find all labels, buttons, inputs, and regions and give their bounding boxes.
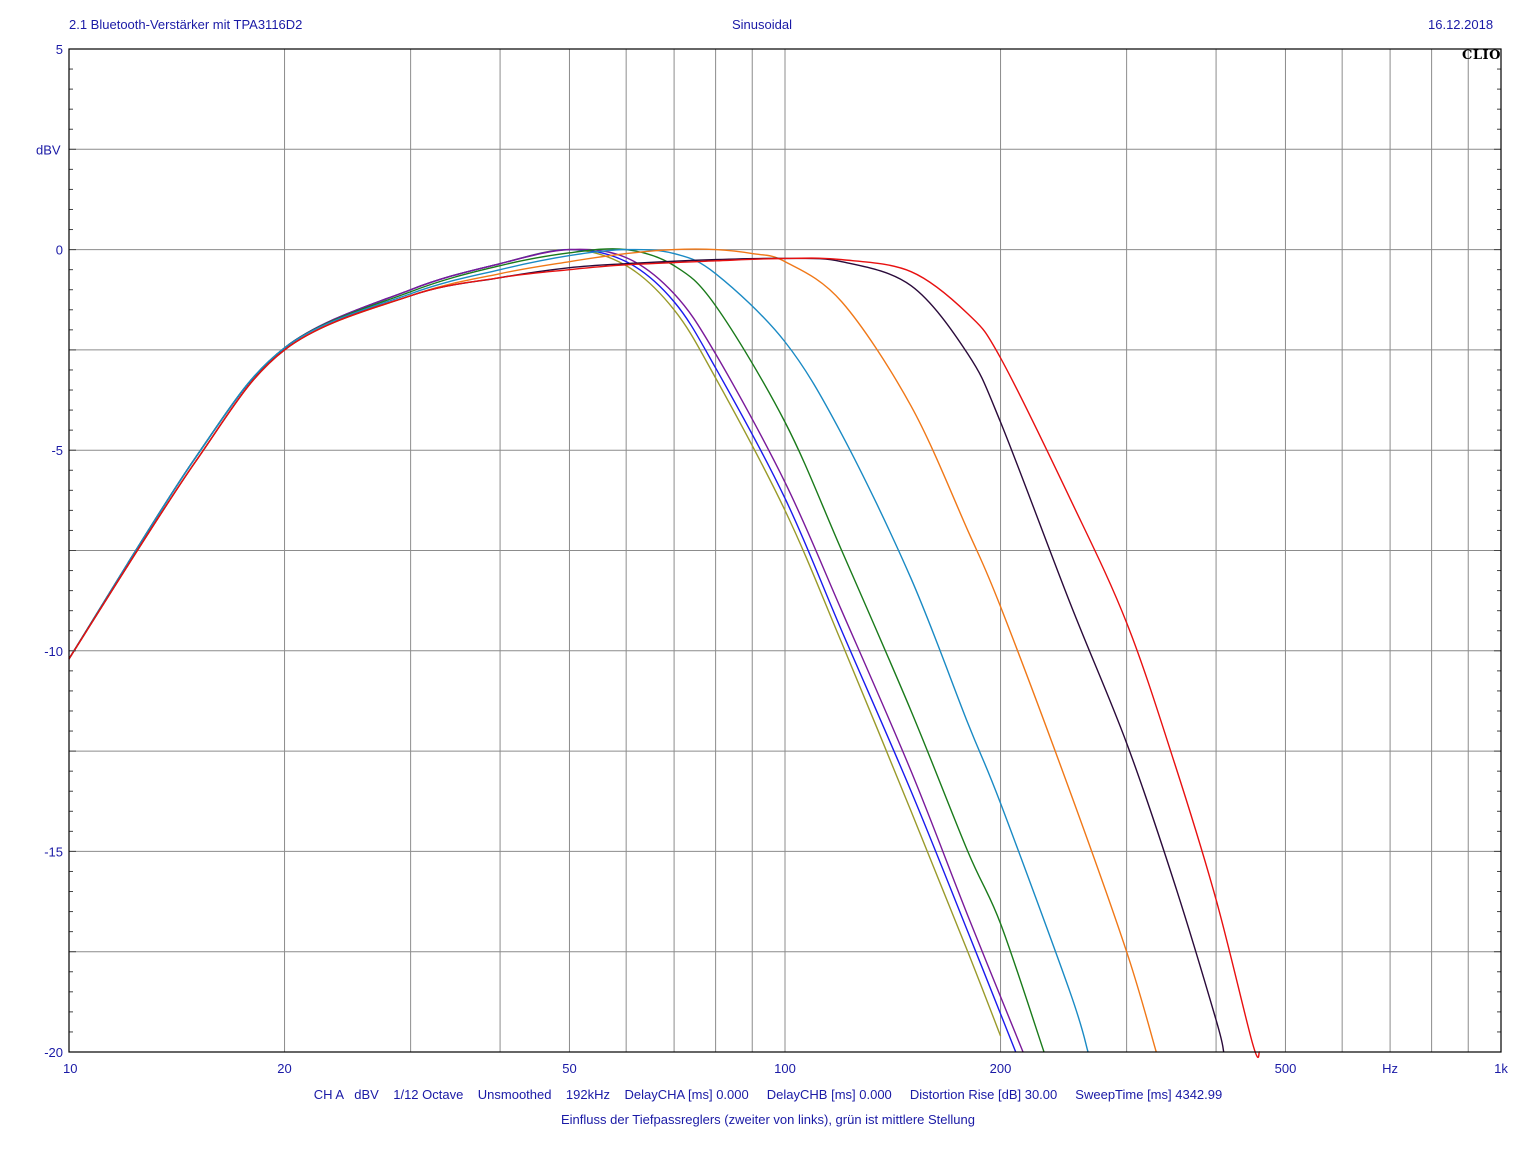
y-tick-label: 5 <box>56 42 63 57</box>
x-tick-label: 10 <box>63 1061 77 1076</box>
y-axis-label: dBV <box>36 142 61 157</box>
x-tick-label: 100 <box>774 1061 796 1076</box>
x-axis-unit: Hz <box>1382 1061 1398 1076</box>
chart-header-title: 2.1 Bluetooth-Verstärker mit TPA3116D2 <box>69 17 303 32</box>
y-tick-label: -20 <box>44 1045 63 1060</box>
x-tick-label: 1k <box>1494 1061 1508 1076</box>
series-line-8 <box>68 257 1261 1059</box>
curve-layer <box>68 248 1261 1059</box>
y-tick-label: 0 <box>56 243 63 258</box>
y-tick-label: -10 <box>44 644 63 659</box>
x-tick-label: 500 <box>1275 1061 1297 1076</box>
x-tick-label: 20 <box>277 1061 291 1076</box>
chart-header-mode: Sinusoidal <box>732 17 792 32</box>
series-line-5 <box>68 248 1089 1053</box>
x-tick-label: 50 <box>562 1061 576 1076</box>
plot-frame <box>68 48 1502 1053</box>
measurement-settings: CH A dBV 1/12 Octave Unsmoothed 192kHz D… <box>313 1087 1223 1102</box>
chart-caption: Einfluss der Tiefpassreglers (zweiter vo… <box>561 1112 975 1127</box>
clio-logo: CLIO <box>1462 48 1501 63</box>
chart-header-date: 16.12.2018 <box>1428 17 1494 32</box>
x-tick-label: 200 <box>990 1061 1012 1076</box>
y-tick-label: -15 <box>44 844 63 859</box>
y-tick-label: -5 <box>51 443 63 458</box>
grid-layer <box>69 49 1501 1052</box>
